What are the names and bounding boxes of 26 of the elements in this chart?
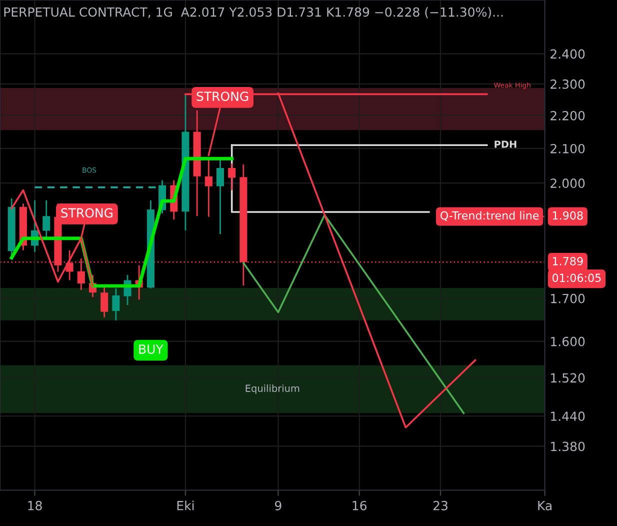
y-tick-label: 1.440 xyxy=(551,412,585,421)
y-tick-label: 2.300 xyxy=(550,79,585,89)
band-label: Equilibrium xyxy=(246,384,300,394)
ref-line-label: Q-Trend:trend line xyxy=(440,211,539,221)
y-tick-label: 1.600 xyxy=(551,336,585,346)
x-tick-label: 18 xyxy=(28,500,42,510)
y-tick-label: 2.000 xyxy=(550,178,585,188)
annotation: BUY xyxy=(139,344,164,354)
y-tick-label: 1.380 xyxy=(551,442,585,452)
text: 1.789 xyxy=(552,256,583,266)
y-tick-label: 2.400 xyxy=(550,49,585,59)
text: 1.908 xyxy=(552,211,583,220)
x-tick-label: 9 xyxy=(275,500,282,510)
annotation: STRONG xyxy=(61,208,112,218)
y-tick-label: 1.700 xyxy=(551,294,585,304)
x-tick-label: Ka xyxy=(538,501,552,510)
annotation: STRONG xyxy=(196,92,248,102)
series-label: PDH xyxy=(494,140,516,148)
y-tick-label: 1.520 xyxy=(551,373,585,383)
x-tick-label: 16 xyxy=(352,500,367,510)
x-tick-label: Eki xyxy=(177,500,194,510)
x-tick-label: 23 xyxy=(433,500,448,510)
text: 01:06:05 xyxy=(552,274,601,282)
y-tick-label: 2.200 xyxy=(550,110,585,120)
text: PERPETUAL CONTRACT, 1G A2.017 Y2.053 D1.731 K1.789 −0.228 (−11.30%)... xyxy=(4,7,503,18)
y-tick-label: 2.100 xyxy=(550,144,585,154)
